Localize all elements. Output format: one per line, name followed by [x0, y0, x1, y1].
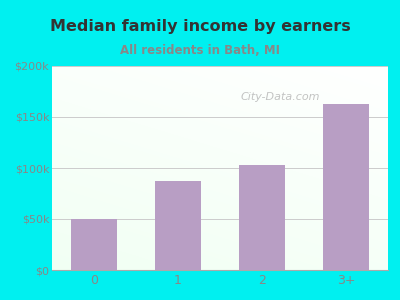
Bar — [323, 104, 369, 270]
Bar — [155, 181, 201, 270]
Bar — [239, 165, 285, 270]
Text: City-Data.com: City-Data.com — [241, 92, 320, 102]
Bar — [71, 219, 117, 270]
Text: All residents in Bath, MI: All residents in Bath, MI — [120, 44, 280, 56]
Text: Median family income by earners: Median family income by earners — [50, 20, 350, 34]
